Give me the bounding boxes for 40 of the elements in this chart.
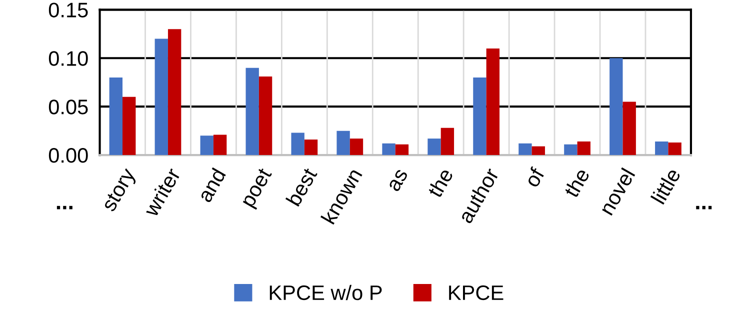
- bar: [200, 136, 214, 156]
- bar: [213, 134, 227, 156]
- x-tick-label: the: [426, 166, 454, 199]
- bar: [577, 141, 590, 156]
- bar: [486, 48, 500, 156]
- bar: [518, 143, 532, 156]
- bar: [610, 58, 623, 156]
- bar: [395, 144, 409, 156]
- bar: [168, 29, 182, 156]
- bar: [473, 78, 486, 156]
- x-tick-label: little: [650, 166, 682, 205]
- bar: [440, 128, 454, 156]
- x-tick-label: as: [388, 168, 408, 192]
- bar: [382, 143, 396, 156]
- y-tick-label: 0.10: [48, 51, 88, 66]
- bar: [564, 144, 578, 156]
- bar: [246, 68, 259, 156]
- y-tick-label: 0.05: [48, 100, 88, 114]
- bar: [622, 102, 636, 156]
- y-tick-label: 0.15: [48, 2, 88, 18]
- bar: [532, 146, 545, 156]
- legend-label: KPCE w/o P: [270, 284, 382, 300]
- x-tick-label: the: [562, 166, 590, 199]
- bar: [668, 142, 682, 156]
- bar: [304, 140, 318, 156]
- x-tick-label: of: [524, 166, 546, 188]
- bar: [154, 38, 168, 156]
- x-tick-label: and: [196, 167, 226, 204]
- legend-label: KPCE: [449, 285, 504, 300]
- text: ...: [696, 206, 712, 210]
- bar: [336, 130, 350, 156]
- bar: [122, 96, 136, 156]
- bar: [258, 76, 272, 156]
- bar: [428, 138, 441, 156]
- y-tick-label: 0.00: [48, 148, 88, 163]
- bar: [109, 78, 123, 156]
- text: ...: [56, 206, 72, 210]
- bar: [350, 138, 364, 156]
- bar: [291, 132, 304, 156]
- bar: [655, 141, 668, 156]
